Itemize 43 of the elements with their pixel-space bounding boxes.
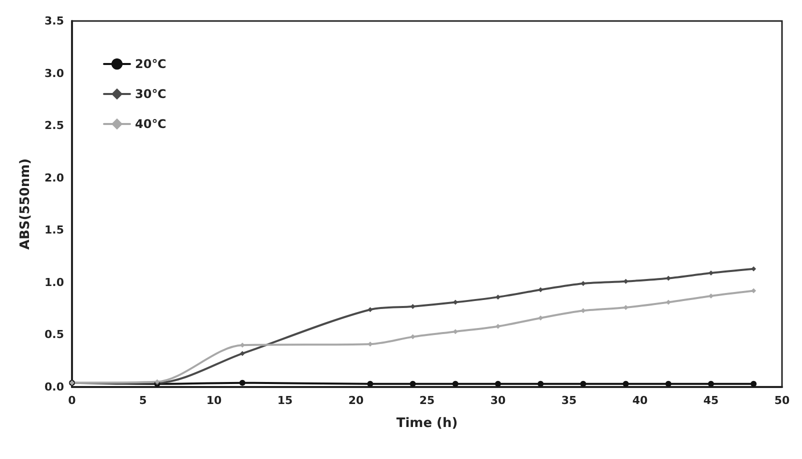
x-tick-label: 50 — [774, 394, 790, 407]
y-tick-label: 2.5 — [44, 119, 64, 132]
x-tick-label: 15 — [277, 394, 293, 407]
y-tick-label: 0.5 — [44, 328, 64, 342]
point — [580, 380, 586, 387]
x-tick-label: 20 — [348, 394, 364, 407]
x-tick-label: 35 — [561, 394, 577, 407]
point — [665, 380, 672, 387]
point — [496, 294, 500, 300]
legend-label: 20℃ — [135, 57, 166, 71]
point — [750, 380, 757, 387]
x-tick-label: 30 — [490, 394, 506, 407]
y-tick-label: 2.0 — [44, 171, 64, 184]
point — [240, 351, 245, 356]
point — [751, 266, 756, 272]
y-tick-label: 3.5 — [44, 14, 64, 28]
point — [452, 380, 458, 387]
x-tick-label: 40 — [632, 394, 648, 407]
x-tick-label: 10 — [206, 394, 222, 407]
point — [367, 380, 374, 387]
point — [496, 324, 500, 329]
point — [368, 307, 373, 312]
x-axis-title: Time (h) — [396, 416, 458, 431]
point — [708, 294, 714, 299]
x-tick-label: 45 — [703, 394, 719, 407]
y-tick-label: 1.5 — [44, 224, 64, 237]
point — [239, 380, 246, 386]
legend-label: 30℃ — [135, 87, 166, 101]
x-tick-label: 5 — [139, 394, 147, 407]
legend-label: 40℃ — [135, 117, 166, 131]
y-tick-label: 3.0 — [44, 66, 64, 80]
point — [622, 380, 629, 387]
point — [708, 380, 714, 387]
y-tick-label: 1.0 — [44, 276, 64, 289]
point — [708, 270, 714, 276]
point — [538, 287, 544, 292]
x-tick-label: 25 — [419, 394, 435, 407]
point — [538, 380, 544, 387]
y-axis-title: ABS(550nm) — [18, 158, 33, 250]
x-tick-label: 0 — [68, 394, 76, 407]
point — [410, 380, 416, 387]
point — [495, 380, 501, 387]
y-tick-label: 0.0 — [44, 380, 64, 394]
